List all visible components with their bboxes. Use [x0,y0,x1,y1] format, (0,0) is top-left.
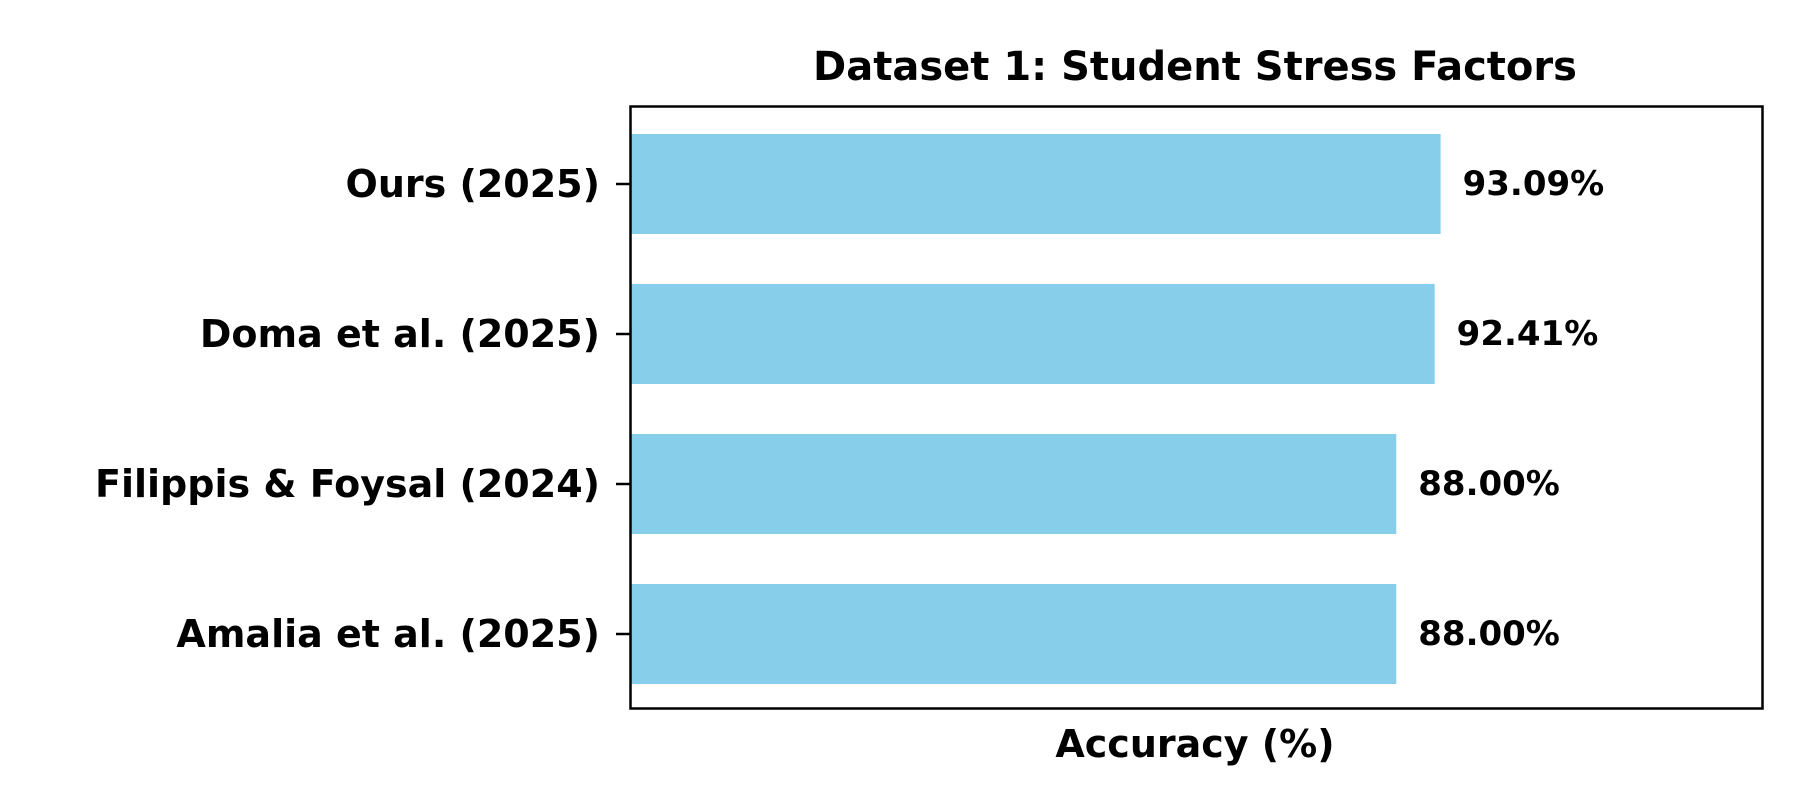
bar-amalia-et-al-2025 [630,584,1397,684]
y-tick-label-filippis-foysal-2024: Filippis & Foysal (2024) [95,462,600,506]
x-axis-label: Accuracy (%) [1055,722,1334,766]
chart-title: Dataset 1: Student Stress Factors [813,44,1577,90]
value-label-ours-2025: 93.09% [1463,164,1605,204]
y-tick-label-ours-2025: Ours (2025) [346,162,600,206]
value-label-doma-et-al-2025: 92.41% [1457,314,1599,354]
bars-layer [630,134,1441,684]
plot-frame [629,105,1764,710]
labels-layer: 93.09% Ours (2025) 92.41% Doma et al. (2025… [95,162,1604,656]
value-label-filippis-foysal-2024: 88.00% [1418,464,1560,504]
bar-filippis-foysal-2024 [630,434,1397,534]
bar-ours-2025 [630,134,1441,234]
y-tick-label-doma-et-al-2025: Doma et al. (2025) [200,312,600,356]
bar-doma-et-al-2025 [630,284,1435,384]
value-label-amalia-et-al-2025: 88.00% [1418,614,1560,654]
y-tick-label-amalia-et-al-2025: Amalia et al. (2025) [176,612,600,656]
